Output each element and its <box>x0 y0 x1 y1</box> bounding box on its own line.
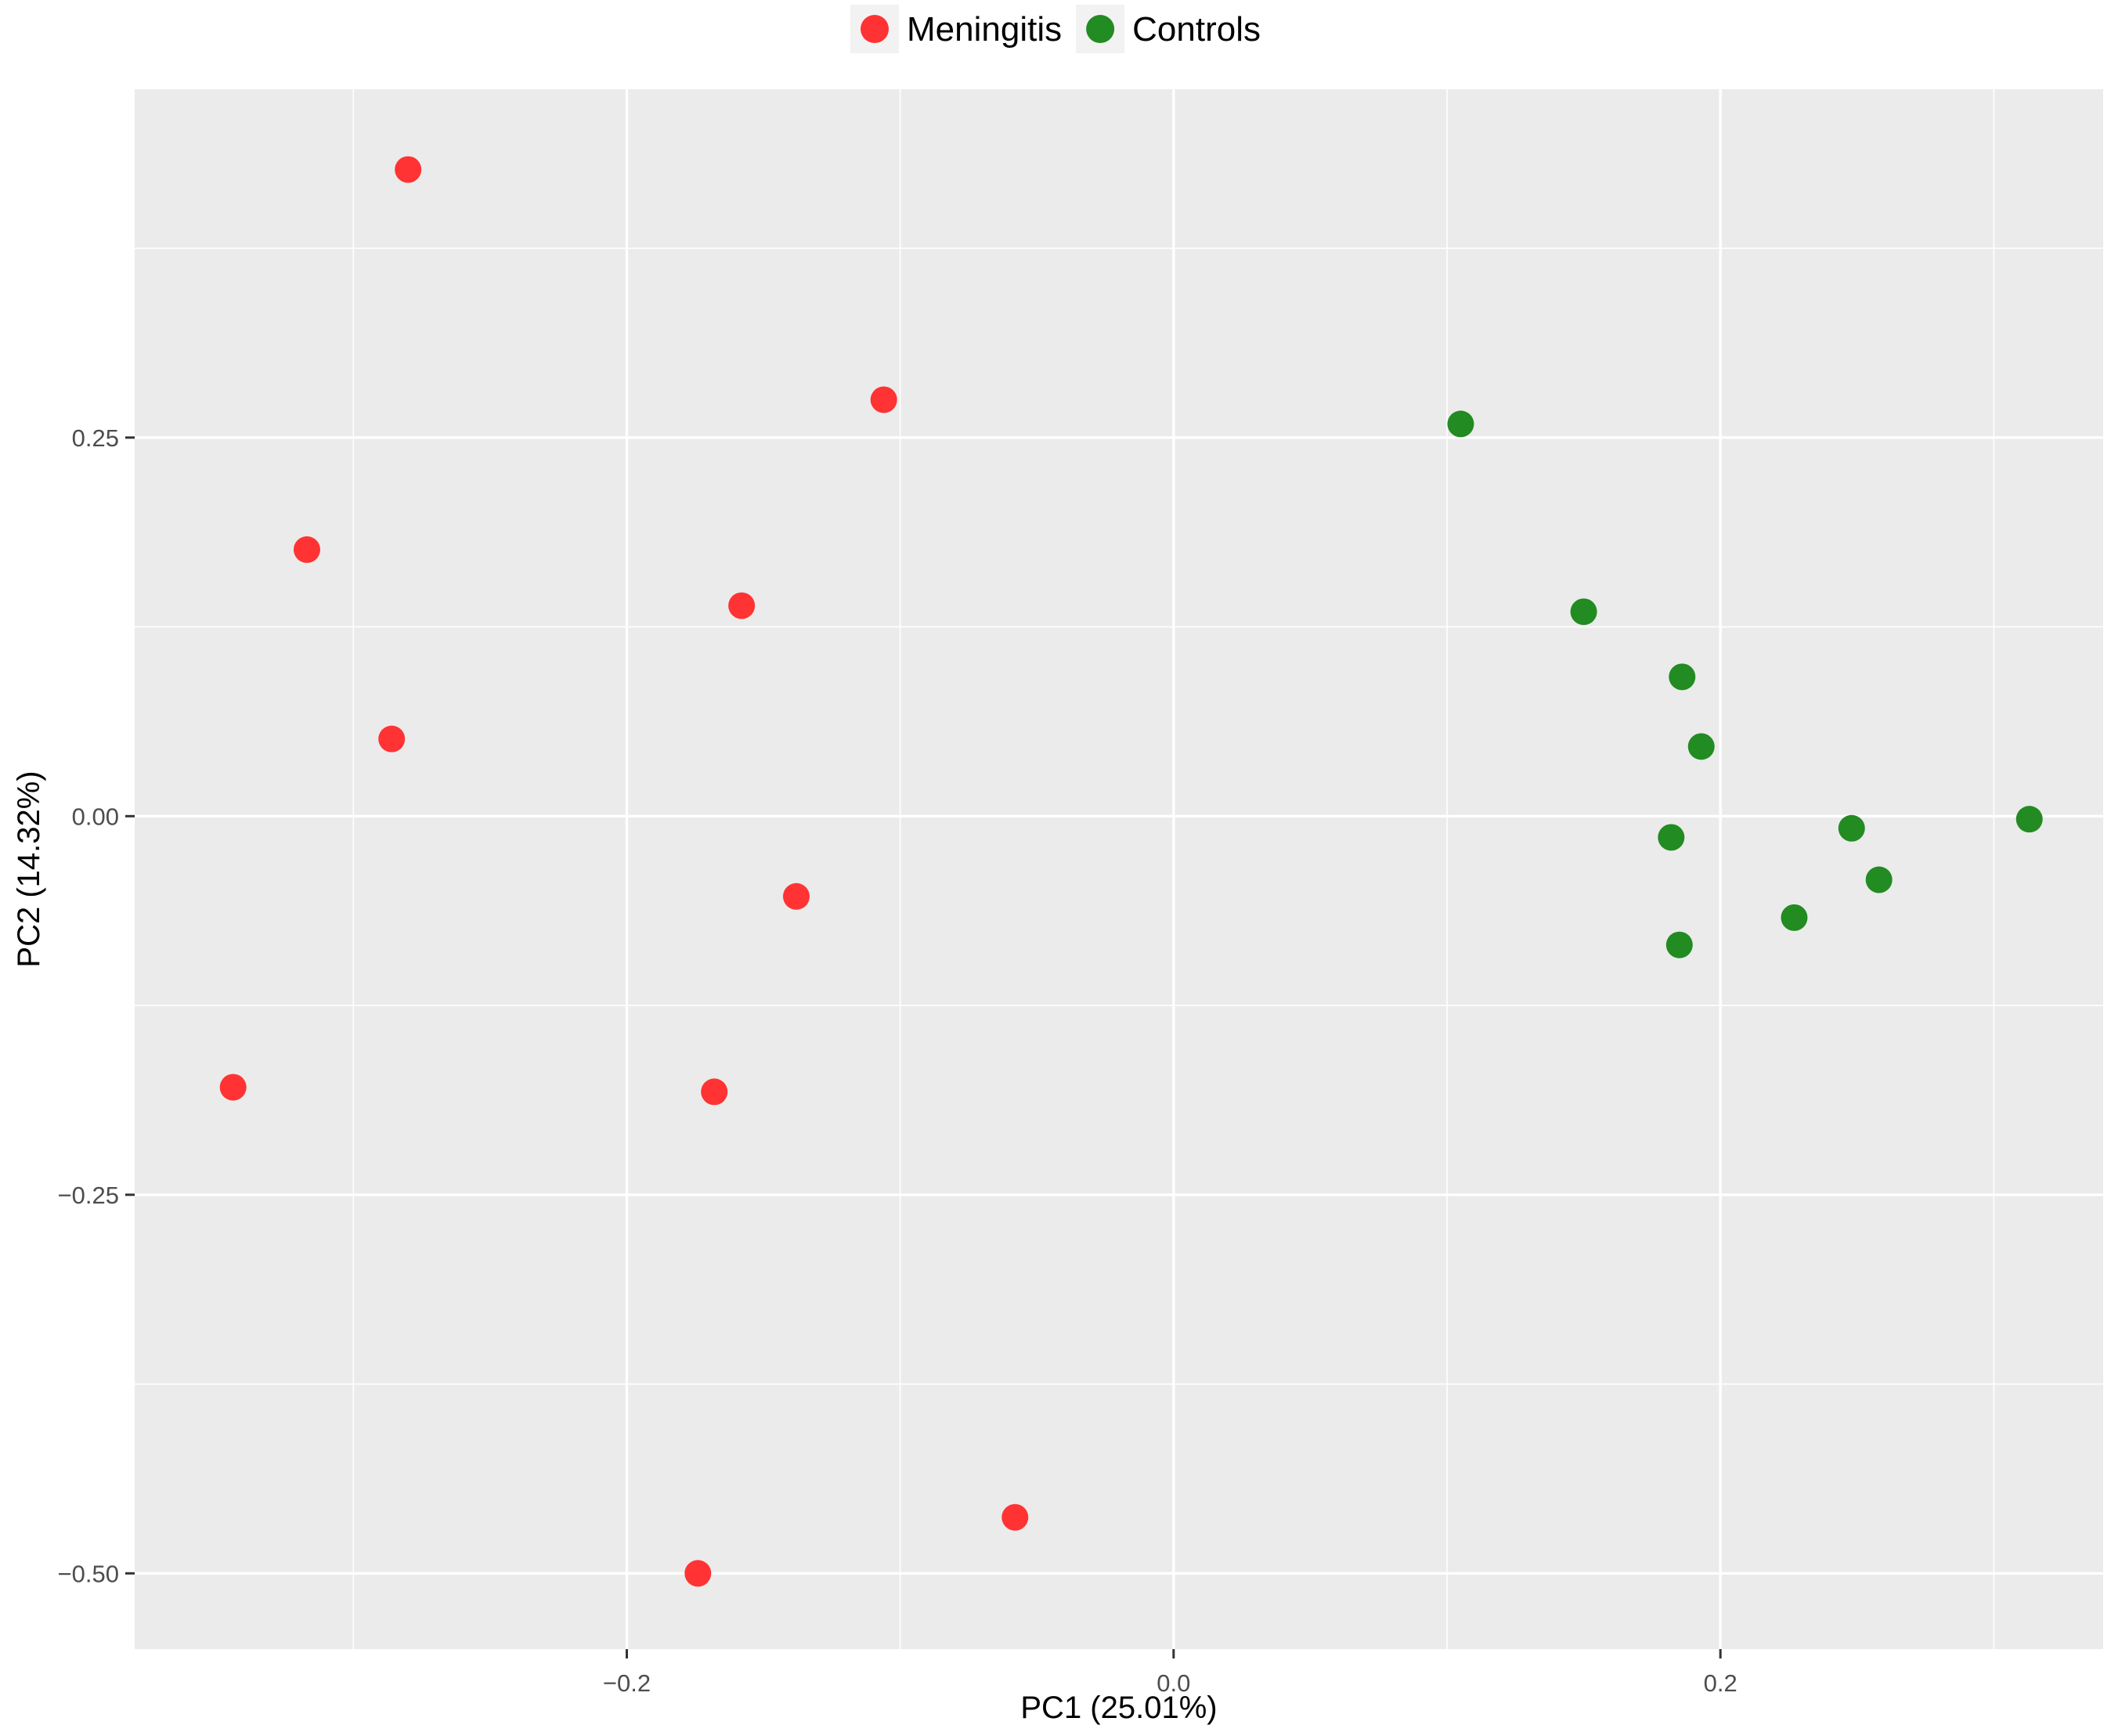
x-tick-label: −0.2 <box>603 1669 651 1697</box>
legend-label-controls: Controls <box>1132 10 1261 49</box>
point-meningitis <box>782 882 810 910</box>
point-meningitis <box>378 725 406 753</box>
point-controls <box>1865 866 1893 893</box>
point-controls <box>1658 824 1685 851</box>
point-controls <box>1838 814 1865 842</box>
point-meningitis <box>684 1560 712 1587</box>
data-points <box>219 156 2043 1587</box>
y-axis: −0.50 −0.25 0.00 0.25 <box>58 424 135 1587</box>
x-axis-label: PC1 (25.01%) <box>1020 1691 1217 1725</box>
y-tick-label: 0.00 <box>72 803 119 830</box>
point-meningitis <box>395 156 422 183</box>
y-tick-label: −0.25 <box>58 1182 119 1209</box>
grid-minor <box>135 89 2103 1649</box>
point-controls <box>1781 904 1808 931</box>
point-meningitis <box>1001 1503 1029 1531</box>
plot-panel <box>135 89 2103 1649</box>
legend-label-meningitis: Meningitis <box>907 10 1062 49</box>
point-controls <box>1447 410 1474 438</box>
grid-major <box>135 89 2103 1649</box>
legend: Meningitis Controls <box>850 5 1261 53</box>
point-meningitis <box>701 1078 728 1106</box>
y-tick-label: −0.50 <box>58 1560 119 1587</box>
x-axis: −0.2 0.0 0.2 <box>603 1649 1738 1697</box>
point-controls <box>1665 931 1693 958</box>
x-tick-label: 0.0 <box>1157 1669 1190 1697</box>
point-meningitis <box>870 386 897 413</box>
legend-marker-meningitis <box>861 15 890 43</box>
y-tick-label: 0.25 <box>72 424 119 452</box>
point-controls <box>1570 598 1597 626</box>
x-tick-label: 0.2 <box>1704 1669 1738 1697</box>
point-controls <box>2015 806 2043 833</box>
point-meningitis <box>219 1074 247 1101</box>
point-meningitis <box>728 592 756 619</box>
point-meningitis <box>293 536 320 563</box>
point-controls <box>1669 663 1696 691</box>
legend-marker-controls <box>1086 15 1115 43</box>
y-axis-label: PC2 (14.32%) <box>12 771 46 967</box>
point-controls <box>1687 733 1715 760</box>
